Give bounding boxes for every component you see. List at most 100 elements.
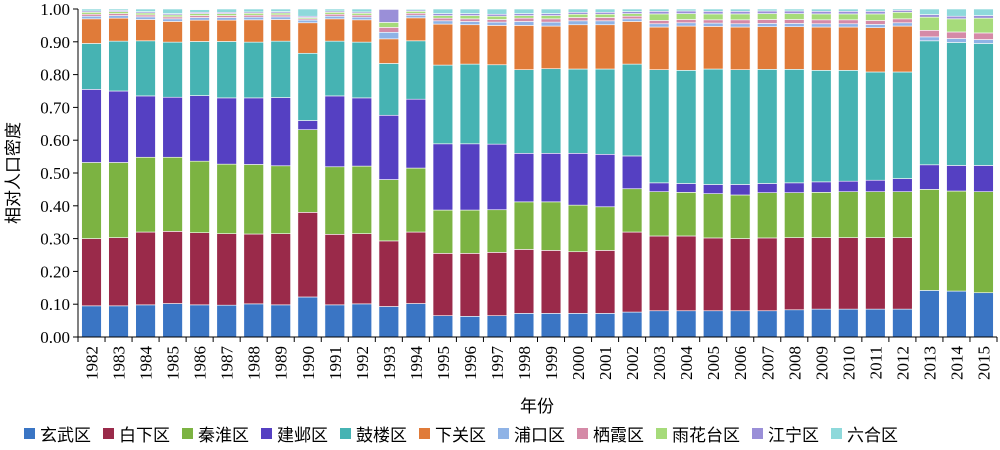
x-tick-label: 2003 [650, 346, 669, 380]
bar-segment-2006-s1 [730, 238, 751, 312]
bar-segment-2002-s10 [621, 8, 643, 12]
bar-segment-1989-s3 [270, 97, 291, 167]
bar-segment-2009-s0 [811, 308, 832, 338]
bar-segment-1987-s6 [216, 17, 237, 21]
bar-segment-1988-s10 [243, 8, 264, 13]
bar-segment-2015-s0 [973, 292, 994, 338]
legend-label-0: 玄武区 [40, 426, 91, 446]
bar-segment-1994-s1 [405, 231, 427, 304]
bar-segment-2005-s2 [703, 193, 724, 239]
x-axis-title: 年份 [520, 397, 554, 417]
bar-segment-2013-s9 [919, 14, 940, 18]
bar-segment-1994-s0 [405, 303, 427, 338]
bar-segment-2008-s1 [784, 237, 805, 311]
bar-segment-1998-s7 [513, 17, 535, 22]
bar-segment-2006-s6 [730, 23, 751, 28]
bar-segment-1984-s4 [135, 40, 156, 97]
bar-segment-1988-s4 [243, 41, 264, 99]
bar-segment-2001-s5 [594, 24, 616, 70]
bars-group [81, 8, 994, 338]
bar-segment-1990-s10 [297, 8, 318, 17]
bar-segment-2002-s8 [621, 13, 643, 17]
legend-label-5: 下关区 [435, 426, 486, 446]
bar-segment-2010-s3 [838, 180, 859, 192]
legend-swatch-0 [24, 428, 35, 439]
legend-swatch-5 [419, 428, 430, 439]
y-tick-label: 0.50 [40, 164, 70, 183]
bar-segment-2007-s2 [757, 192, 778, 239]
bar-segment-2013-s8 [919, 16, 940, 31]
bar-segment-1999-s3 [540, 153, 562, 203]
bar-segment-2007-s5 [757, 26, 778, 70]
bar-segment-2000-s8 [567, 13, 589, 18]
bar-segment-2004-s4 [675, 70, 697, 184]
bar-segment-2008-s0 [784, 309, 805, 338]
bar-segment-2009-s10 [811, 8, 832, 12]
bar-segment-1982-s4 [81, 43, 102, 90]
bar-segment-2011-s9 [865, 11, 886, 15]
bar-segment-2006-s3 [730, 184, 751, 196]
legend-label-10: 六合区 [847, 426, 898, 446]
bar-segment-1982-s3 [81, 89, 102, 163]
bar-segment-1997-s8 [486, 15, 508, 20]
bar-segment-2011-s5 [865, 27, 886, 73]
bar-segment-2004-s1 [675, 235, 697, 312]
bar-segment-2009-s9 [811, 11, 832, 15]
bar-segment-2010-s10 [838, 8, 859, 12]
bar-segment-1993-s3 [378, 114, 400, 180]
bar-segment-1995-s4 [432, 64, 454, 145]
legend-swatch-10 [831, 428, 842, 439]
bar-segment-1998-s4 [513, 69, 535, 154]
bar-segment-1982-s10 [81, 8, 102, 12]
bar-segment-2001-s6 [594, 20, 616, 26]
x-tick-label: 1988 [245, 346, 264, 380]
bar-segment-2002-s4 [621, 63, 643, 157]
bar-segment-2012-s1 [892, 237, 913, 310]
bar-segment-1999-s0 [540, 313, 562, 338]
x-tick-label: 1991 [326, 346, 345, 380]
bar-segment-1989-s0 [270, 304, 291, 338]
bar-segment-2015-s3 [973, 165, 994, 193]
bar-segment-1991-s4 [324, 40, 345, 97]
bar-segment-1983-s4 [108, 40, 129, 92]
bar-segment-2007-s10 [757, 8, 778, 12]
bar-segment-1997-s1 [486, 252, 508, 316]
bar-segment-2013-s4 [919, 40, 940, 166]
bar-segment-1984-s1 [135, 231, 156, 306]
bar-segment-2001-s8 [594, 13, 616, 18]
y-tick-label: 0.20 [40, 262, 70, 281]
bar-segment-2005-s10 [703, 8, 724, 12]
bar-segment-1984-s2 [135, 156, 156, 233]
bar-segment-2007-s4 [757, 69, 778, 184]
bar-segment-2012-s6 [892, 22, 913, 27]
x-tick-label: 2004 [677, 346, 696, 381]
bar-segment-1990-s0 [297, 296, 318, 338]
bar-segment-1996-s5 [459, 24, 481, 65]
x-tick-label: 1994 [407, 346, 426, 381]
bar-segment-2002-s5 [621, 21, 643, 65]
bar-segment-1989-s5 [270, 19, 291, 42]
x-tick-label: 2008 [785, 346, 804, 380]
bar-segment-2000-s7 [567, 17, 589, 22]
bar-segment-1983-s1 [108, 237, 129, 307]
bar-segment-2008-s6 [784, 23, 805, 28]
bar-segment-2009-s8 [811, 13, 832, 21]
bar-segment-2000-s6 [567, 20, 589, 26]
bar-segment-2009-s5 [811, 26, 832, 71]
bar-segment-2004-s9 [675, 10, 697, 14]
bar-segment-2015-s7 [973, 32, 994, 40]
bar-segment-2011-s3 [865, 179, 886, 193]
bar-segment-2008-s7 [784, 19, 805, 24]
bar-segment-2006-s8 [730, 13, 751, 21]
bar-segment-2009-s2 [811, 192, 832, 238]
bar-segment-1990-s2 [297, 129, 318, 213]
bar-segment-1986-s10 [189, 9, 210, 13]
bar-segment-2002-s7 [621, 15, 643, 20]
bar-segment-1993-s8 [378, 22, 400, 28]
bar-segment-1989-s4 [270, 40, 291, 98]
bar-segment-2012-s8 [892, 11, 913, 20]
x-tick-label: 1997 [488, 346, 507, 381]
bar-segment-2001-s0 [594, 313, 616, 338]
bar-segment-1982-s6 [81, 15, 102, 20]
